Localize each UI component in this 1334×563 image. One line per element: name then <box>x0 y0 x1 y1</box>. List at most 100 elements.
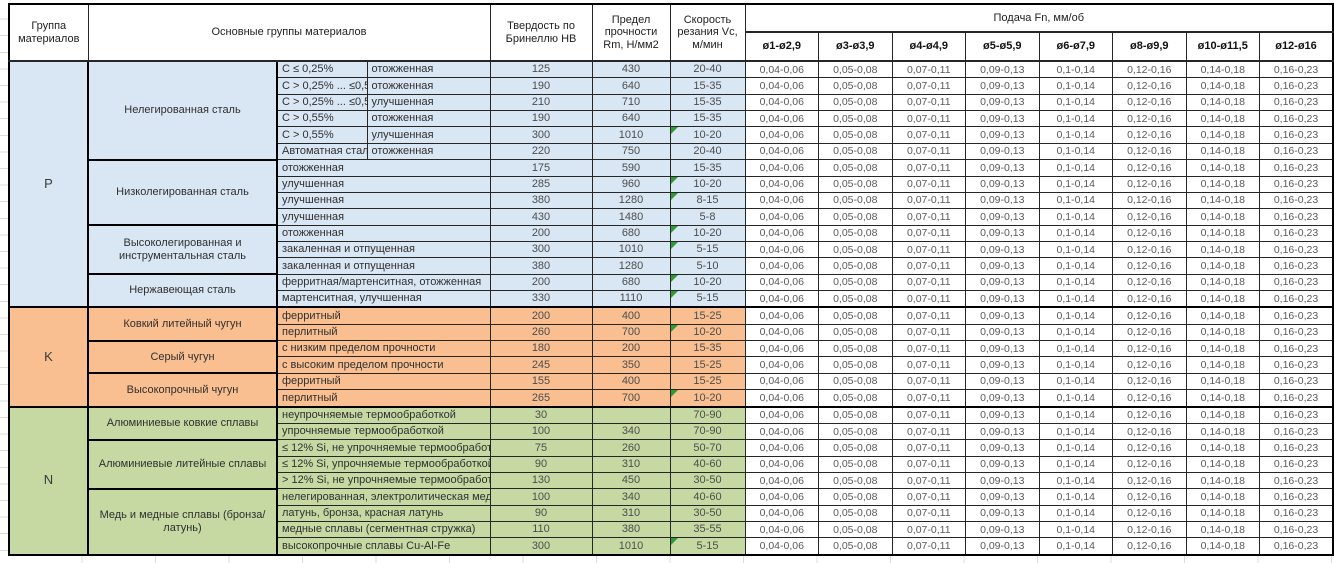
cell-feed-1[interactable]: 0,05-0,08 <box>818 521 893 539</box>
cell-hardness-hb[interactable]: 330 <box>489 289 593 308</box>
cell-feed-6[interactable]: 0,14-0,18 <box>1185 224 1260 242</box>
cell-subgroup[interactable]: Медь и медные сплавы (бронза/латунь) <box>87 487 278 557</box>
cell-strength-rm[interactable]: 750 <box>591 142 671 161</box>
cell-condition[interactable]: нелегированная, электролитическая медь <box>276 488 491 506</box>
cell-feed-4[interactable]: 0,1-0,14 <box>1038 372 1113 391</box>
cell-subgroup[interactable]: Алюминиевые литейные сплавы <box>87 438 278 490</box>
cell-feed-5[interactable]: 0,12-0,16 <box>1112 323 1187 342</box>
cell-feed-4[interactable]: 0,1-0,14 <box>1038 142 1113 161</box>
cell-speed-vc[interactable]: 15-35 <box>669 93 746 112</box>
cell-feed-6[interactable]: 0,14-0,18 <box>1185 126 1260 144</box>
cell-feed-7[interactable]: 0,16-0,23 <box>1259 110 1334 128</box>
cell-condition[interactable]: C > 0,25% ... ≤0,55% <box>276 93 368 112</box>
cell-feed-2[interactable]: 0,07-0,11 <box>891 60 966 79</box>
cell-strength-rm[interactable]: 680 <box>591 273 671 291</box>
cell-feed-5[interactable]: 0,12-0,16 <box>1112 356 1187 374</box>
cell-feed-7[interactable]: 0,16-0,23 <box>1259 455 1334 474</box>
cell-strength-rm[interactable]: 1010 <box>591 240 671 259</box>
cell-feed-7[interactable]: 0,16-0,23 <box>1259 306 1334 325</box>
cell-feed-4[interactable]: 0,1-0,14 <box>1038 488 1113 506</box>
cell-feed-2[interactable]: 0,07-0,11 <box>891 257 966 275</box>
cell-feed-5[interactable]: 0,12-0,16 <box>1112 240 1187 259</box>
cell-feed-1[interactable]: 0,05-0,08 <box>818 191 893 210</box>
cell-feed-3[interactable]: 0,09-0,13 <box>965 306 1040 325</box>
cell-feed-6[interactable]: 0,14-0,18 <box>1185 488 1260 506</box>
header-feed-diameter-6[interactable]: ø10-ø11,5 <box>1185 31 1260 62</box>
cell-feed-5[interactable]: 0,12-0,16 <box>1112 257 1187 275</box>
cell-feed-4[interactable]: 0,1-0,14 <box>1038 521 1113 539</box>
cell-speed-vc[interactable]: 50-70 <box>669 439 746 457</box>
cell-feed-3[interactable]: 0,09-0,13 <box>965 289 1040 308</box>
cell-condition[interactable]: ≤ 12% Si, не упрочняемые термообработкой <box>276 439 491 457</box>
cell-hardness-hb[interactable]: 200 <box>489 224 593 242</box>
cell-feed-6[interactable]: 0,14-0,18 <box>1185 455 1260 474</box>
cell-feed-1[interactable]: 0,05-0,08 <box>818 289 893 308</box>
cell-feed-0[interactable]: 0,04-0,06 <box>744 439 819 457</box>
cell-feed-2[interactable]: 0,07-0,11 <box>891 389 966 408</box>
cell-feed-2[interactable]: 0,07-0,11 <box>891 175 966 193</box>
cell-hardness-hb[interactable]: 260 <box>489 323 593 342</box>
cell-subgroup[interactable]: Нелегированная сталь <box>87 60 278 161</box>
cell-feed-2[interactable]: 0,07-0,11 <box>891 356 966 374</box>
cell-feed-0[interactable]: 0,04-0,06 <box>744 488 819 506</box>
cell-feed-2[interactable]: 0,07-0,11 <box>891 340 966 358</box>
cell-feed-1[interactable]: 0,05-0,08 <box>818 439 893 457</box>
cell-condition[interactable]: закаленная и отпущенная <box>276 240 491 259</box>
cell-strength-rm[interactable]: 710 <box>591 93 671 112</box>
cell-feed-3[interactable]: 0,09-0,13 <box>965 257 1040 275</box>
cell-feed-3[interactable]: 0,09-0,13 <box>965 191 1040 210</box>
cell-strength-rm[interactable]: 260 <box>591 439 671 457</box>
cell-feed-2[interactable]: 0,07-0,11 <box>891 191 966 210</box>
cell-feed-2[interactable]: 0,07-0,11 <box>891 537 966 556</box>
cell-feed-7[interactable]: 0,16-0,23 <box>1259 126 1334 144</box>
cell-feed-1[interactable]: 0,05-0,08 <box>818 537 893 556</box>
cell-condition[interactable]: > 12% Si, не упрочняемые термообработкой <box>276 472 491 490</box>
cell-group-P[interactable]: P <box>8 59 89 309</box>
cell-feed-5[interactable]: 0,12-0,16 <box>1112 340 1187 358</box>
cell-hardness-hb[interactable]: 380 <box>489 257 593 275</box>
cell-condition[interactable]: C ≤ 0,25% <box>276 60 368 79</box>
cell-feed-0[interactable]: 0,04-0,06 <box>744 60 819 79</box>
cell-feed-4[interactable]: 0,1-0,14 <box>1038 110 1113 128</box>
cell-strength-rm[interactable]: 1280 <box>591 257 671 275</box>
cell-feed-5[interactable]: 0,12-0,16 <box>1112 488 1187 506</box>
cell-feed-5[interactable]: 0,12-0,16 <box>1112 389 1187 408</box>
cell-feed-6[interactable]: 0,14-0,18 <box>1185 191 1260 210</box>
cell-feed-6[interactable]: 0,14-0,18 <box>1185 240 1260 259</box>
cell-feed-1[interactable]: 0,05-0,08 <box>818 423 893 441</box>
header-feed-diameter-3[interactable]: ø5-ø5,9 <box>965 31 1040 62</box>
cell-feed-7[interactable]: 0,16-0,23 <box>1259 423 1334 441</box>
cell-feed-4[interactable]: 0,1-0,14 <box>1038 537 1113 556</box>
cell-feed-5[interactable]: 0,12-0,16 <box>1112 504 1187 523</box>
header-main-material-groups[interactable]: Основные группы материалов <box>87 3 491 62</box>
cell-strength-rm[interactable]: 700 <box>591 323 671 342</box>
cell-feed-7[interactable]: 0,16-0,23 <box>1259 389 1334 408</box>
cell-feed-3[interactable]: 0,09-0,13 <box>965 455 1040 474</box>
cell-feed-4[interactable]: 0,1-0,14 <box>1038 389 1113 408</box>
cell-strength-rm[interactable]: 1110 <box>591 289 671 308</box>
cell-hardness-hb[interactable]: 190 <box>489 110 593 128</box>
cell-speed-vc[interactable]: 35-55 <box>669 521 746 539</box>
cell-feed-3[interactable]: 0,09-0,13 <box>965 372 1040 391</box>
cell-feed-3[interactable]: 0,09-0,13 <box>965 356 1040 374</box>
cell-feed-7[interactable]: 0,16-0,23 <box>1259 77 1334 95</box>
cell-feed-4[interactable]: 0,1-0,14 <box>1038 356 1113 374</box>
cell-feed-2[interactable]: 0,07-0,11 <box>891 142 966 161</box>
cell-subgroup[interactable]: Нержавеющая сталь <box>87 273 278 309</box>
cell-condition[interactable]: улучшенная <box>276 208 491 226</box>
cell-feed-4[interactable]: 0,1-0,14 <box>1038 77 1113 95</box>
cell-feed-7[interactable]: 0,16-0,23 <box>1259 372 1334 391</box>
cell-strength-rm[interactable]: 340 <box>591 488 671 506</box>
cell-condition[interactable]: ≤ 12% Si, упрочняемые термообработкой <box>276 455 491 474</box>
cell-feed-5[interactable]: 0,12-0,16 <box>1112 77 1187 95</box>
cell-feed-4[interactable]: 0,1-0,14 <box>1038 423 1113 441</box>
cell-strength-rm[interactable]: 1010 <box>591 537 671 556</box>
cell-feed-7[interactable]: 0,16-0,23 <box>1259 60 1334 79</box>
cell-strength-rm[interactable]: 680 <box>591 224 671 242</box>
cell-speed-vc[interactable]: 15-25 <box>669 356 746 374</box>
cell-feed-2[interactable]: 0,07-0,11 <box>891 273 966 291</box>
cell-speed-vc[interactable]: 8-15 <box>669 191 746 210</box>
cell-feed-0[interactable]: 0,04-0,06 <box>744 77 819 95</box>
cell-feed-5[interactable]: 0,12-0,16 <box>1112 537 1187 556</box>
cell-speed-vc[interactable]: 30-50 <box>669 472 746 490</box>
